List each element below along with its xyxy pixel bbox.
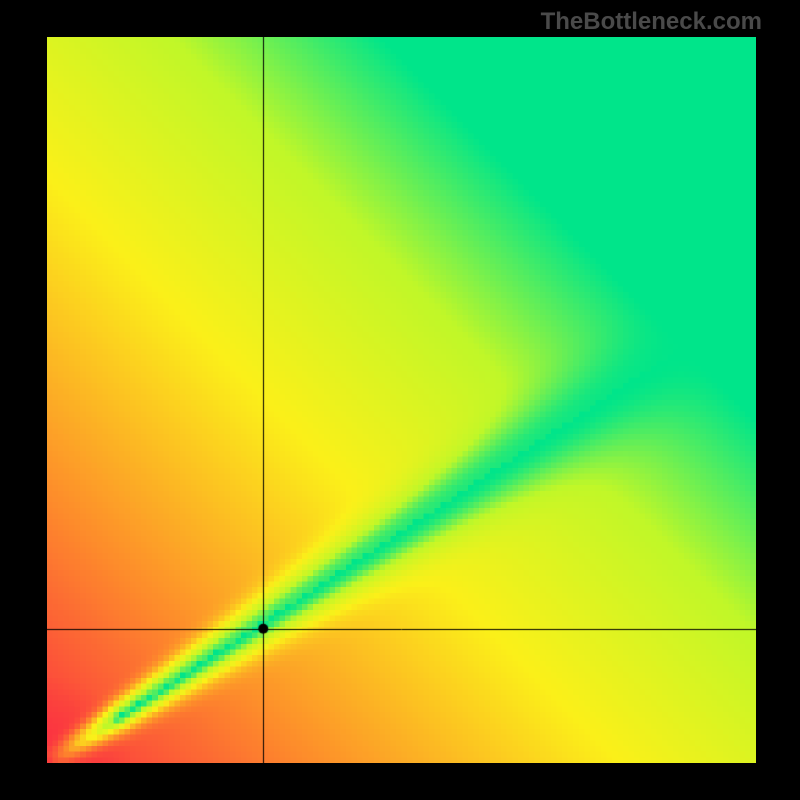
watermark-text: TheBottleneck.com: [541, 8, 762, 36]
crosshair-overlay: [47, 37, 756, 763]
chart-container: TheBottleneck.com: [0, 0, 800, 800]
